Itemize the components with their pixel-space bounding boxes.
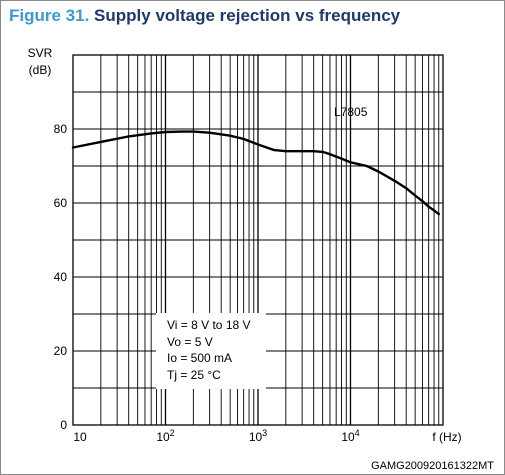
y-tick-label: 0 bbox=[60, 418, 67, 432]
y-tick-labels: 0 20 40 60 80 bbox=[54, 122, 68, 432]
x-tick-label: 102 bbox=[156, 428, 174, 444]
series-line-l7805 bbox=[71, 130, 440, 216]
condition-io: Io = 500 mA bbox=[167, 351, 232, 365]
x-tick-label: 103 bbox=[249, 428, 267, 444]
figure-code: GAMG200920161322MT bbox=[371, 460, 494, 472]
y-axis-title-unit: (dB) bbox=[29, 63, 52, 77]
y-tick-label: 80 bbox=[54, 122, 68, 136]
x-tick-labels: 10 102 103 104 bbox=[73, 428, 359, 444]
figure-title: Figure 31. Supply voltage rejection vs f… bbox=[9, 6, 400, 26]
y-tick-label: 20 bbox=[54, 344, 68, 358]
x-axis-title: f (Hz) bbox=[432, 430, 461, 444]
condition-vi: Vi = 8 V to 18 V bbox=[167, 318, 251, 332]
x-tick-label: 10 bbox=[73, 430, 87, 444]
figure-number: Figure 31. bbox=[9, 6, 90, 25]
condition-vo: Vo = 5 V bbox=[167, 335, 213, 349]
condition-tj: Tj = 25 °C bbox=[167, 368, 221, 382]
figure-caption: Supply voltage rejection vs frequency bbox=[94, 6, 401, 25]
y-tick-label: 40 bbox=[54, 270, 68, 284]
conditions-box bbox=[156, 313, 266, 389]
y-tick-label: 60 bbox=[54, 196, 68, 210]
series-label-l7805: L7805 bbox=[334, 105, 368, 119]
y-axis-title-svr: SVR bbox=[28, 46, 53, 60]
x-tick-label: 104 bbox=[341, 428, 359, 444]
plot-border bbox=[72, 54, 444, 426]
